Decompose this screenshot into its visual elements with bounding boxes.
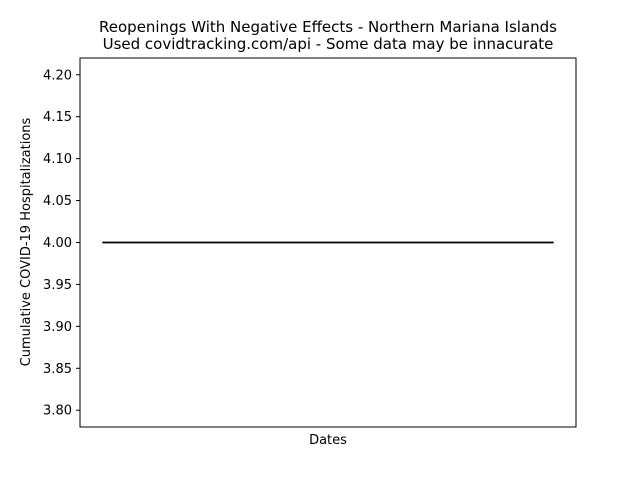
y-tick-label-0: 3.80: [43, 404, 72, 419]
plot-frame: [79, 57, 577, 428]
chart-title-line-2: Used covidtracking.com/api - Some data m…: [103, 35, 554, 53]
y-tick-label-2: 3.90: [43, 320, 72, 335]
y-tick-label-3: 3.95: [43, 278, 72, 293]
y-tick-label-1: 3.85: [43, 362, 72, 377]
y-tick-label-6: 4.10: [43, 152, 72, 167]
y-tick-label-4: 4.00: [43, 236, 72, 251]
y-tick-label-5: 4.05: [43, 194, 72, 209]
chart-title-line-1: Reopenings With Negative Effects - North…: [99, 18, 557, 36]
y-tick-label-7: 4.15: [43, 110, 72, 125]
x-axis-label: Dates: [309, 433, 347, 448]
y-tick-label-8: 4.20: [43, 68, 72, 83]
y-axis-ticks: 3.80 3.85 3.90 3.95 4.00 4.05 4.10 4.15 4.20: [43, 68, 80, 419]
y-axis-label: Cumulative COVID-19 Hospitalizations: [19, 117, 34, 366]
